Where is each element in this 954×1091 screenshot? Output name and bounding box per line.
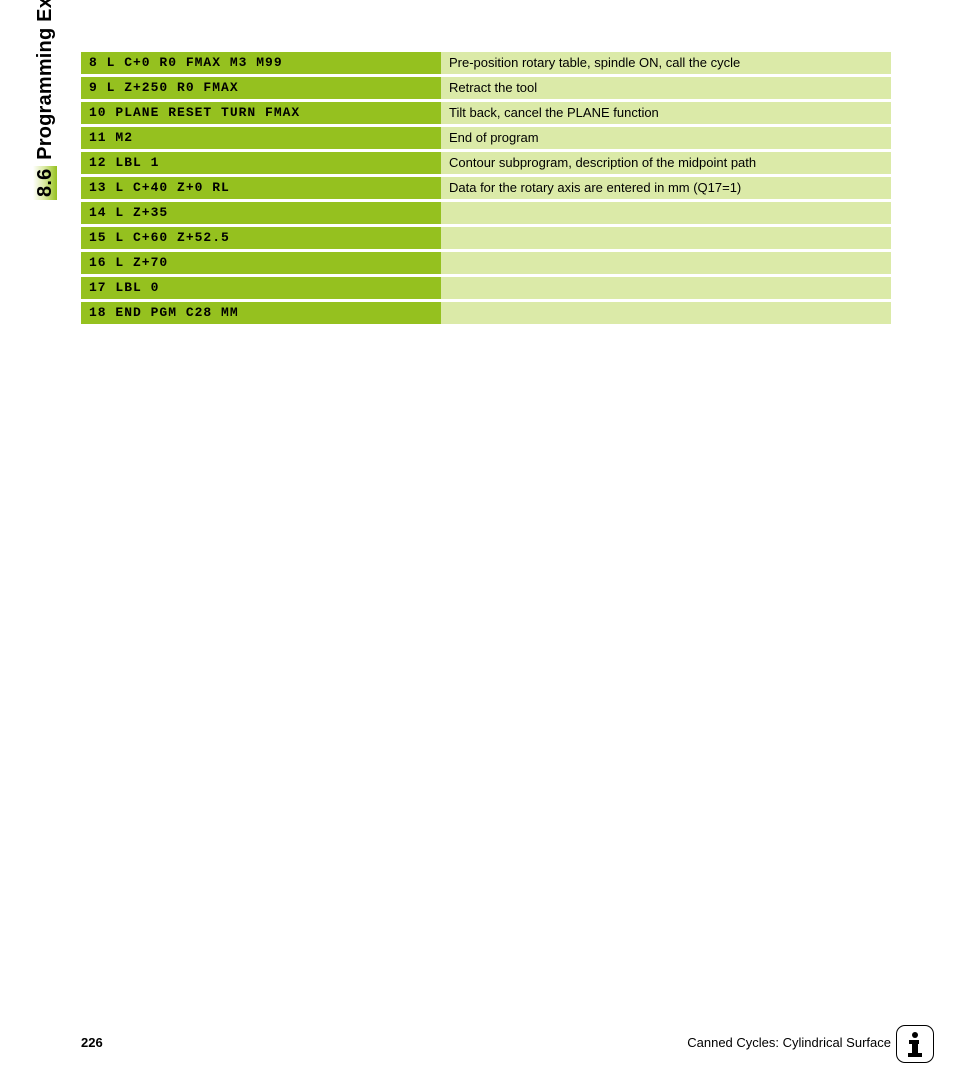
description-cell	[441, 277, 891, 299]
description-cell: Tilt back, cancel the PLANE function	[441, 102, 891, 124]
table-row: 14 L Z+35	[81, 202, 891, 224]
table-row: 16 L Z+70	[81, 252, 891, 274]
description-cell: Retract the tool	[441, 77, 891, 99]
code-cell: 16 L Z+70	[81, 252, 441, 274]
code-cell: 9 L Z+250 R0 FMAX	[81, 77, 441, 99]
table-row: 8 L C+0 R0 FMAX M3 M99Pre-position rotar…	[81, 52, 891, 74]
code-cell: 11 M2	[81, 127, 441, 149]
page-number: 226	[81, 1035, 103, 1050]
chapter-title: Canned Cycles: Cylindrical Surface	[687, 1035, 891, 1050]
code-cell: 15 L C+60 Z+52.5	[81, 227, 441, 249]
code-cell: 14 L Z+35	[81, 202, 441, 224]
description-cell	[441, 227, 891, 249]
table-row: 17 LBL 0	[81, 277, 891, 299]
table-row: 13 L C+40 Z+0 RLData for the rotary axis…	[81, 177, 891, 199]
program-table: 8 L C+0 R0 FMAX M3 M99Pre-position rotar…	[81, 52, 891, 327]
section-heading: 8.6 Programming Examples	[34, 0, 57, 200]
table-row: 18 END PGM C28 MM	[81, 302, 891, 324]
description-cell	[441, 202, 891, 224]
code-cell: 8 L C+0 R0 FMAX M3 M99	[81, 52, 441, 74]
table-row: 12 LBL 1Contour subprogram, description …	[81, 152, 891, 174]
code-cell: 13 L C+40 Z+0 RL	[81, 177, 441, 199]
section-number: 8.6	[33, 166, 57, 200]
code-cell: 17 LBL 0	[81, 277, 441, 299]
code-cell: 12 LBL 1	[81, 152, 441, 174]
info-icon	[896, 1025, 934, 1063]
table-row: 10 PLANE RESET TURN FMAXTilt back, cance…	[81, 102, 891, 124]
table-row: 15 L C+60 Z+52.5	[81, 227, 891, 249]
code-cell: 10 PLANE RESET TURN FMAX	[81, 102, 441, 124]
description-cell: Contour subprogram, description of the m…	[441, 152, 891, 174]
page-footer: 226 Canned Cycles: Cylindrical Surface	[81, 1035, 891, 1050]
table-row: 9 L Z+250 R0 FMAXRetract the tool	[81, 77, 891, 99]
code-cell: 18 END PGM C28 MM	[81, 302, 441, 324]
description-cell: End of program	[441, 127, 891, 149]
description-cell	[441, 302, 891, 324]
description-cell	[441, 252, 891, 274]
table-row: 11 M2End of program	[81, 127, 891, 149]
description-cell: Data for the rotary axis are entered in …	[441, 177, 891, 199]
section-title: Programming Examples	[34, 0, 56, 160]
description-cell: Pre-position rotary table, spindle ON, c…	[441, 52, 891, 74]
